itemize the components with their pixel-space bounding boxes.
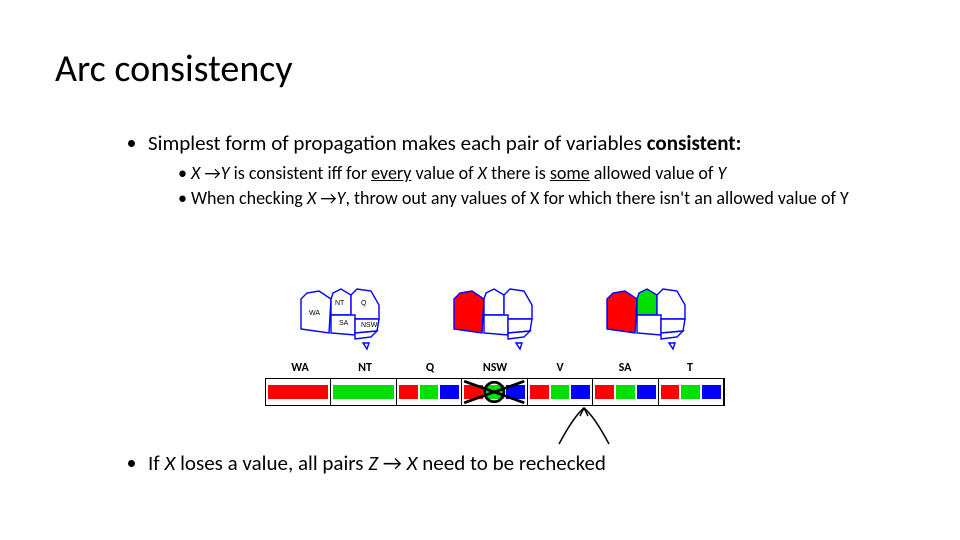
column-label: NSW [466, 361, 524, 375]
color-swatch [464, 385, 483, 399]
column-label: Q [401, 361, 459, 375]
color-swatch [530, 385, 549, 399]
column-labels: WA NT Q NSW V SA T [265, 361, 725, 375]
svg-text:SA: SA [339, 320, 349, 327]
domain-cell-v [528, 379, 593, 405]
sub-bullet-2: When checking X →Y, throw out any values… [178, 187, 868, 210]
australia-map-2 [598, 285, 698, 353]
domain-strip [265, 378, 725, 406]
sub1-y: Y [221, 162, 230, 184]
color-swatch [681, 385, 700, 399]
bullet-1-sublist: X →Y is consistent iff for every value o… [178, 162, 868, 209]
color-swatch [616, 385, 635, 399]
column-label: NT [336, 361, 394, 375]
b3-a: If [148, 450, 164, 476]
bullet-1-text: Simplest form of propagation makes each … [148, 130, 647, 156]
arc-consistency-diagram: WA NT Q SA NSW WA NT Q NSW V SA T [265, 275, 725, 406]
sub1-m3: there is [487, 162, 550, 184]
bullet-1-bold: consistent: [647, 130, 742, 156]
color-swatch [571, 385, 590, 399]
domain-cell-t [659, 379, 724, 405]
sub1-some: some [550, 162, 590, 184]
sub-bullet-1: X →Y is consistent iff for every value o… [178, 162, 868, 185]
color-swatch [333, 385, 393, 399]
color-swatch [506, 385, 525, 399]
color-swatch [595, 385, 614, 399]
sub1-m2: value of [411, 162, 477, 184]
column-label: V [531, 361, 589, 375]
color-swatch [268, 385, 328, 399]
recheck-arrow-icon [549, 406, 619, 446]
sub1-m4: allowed value of [590, 162, 718, 184]
color-swatch [399, 385, 418, 399]
b3-c: need to be rechecked [418, 450, 606, 476]
color-swatch [551, 385, 570, 399]
svg-text:NSW: NSW [361, 322, 378, 329]
color-swatch [420, 385, 439, 399]
color-swatch [485, 385, 504, 399]
australia-map-1 [445, 285, 545, 353]
domain-cell-sa [593, 379, 658, 405]
maps-row: WA NT Q SA NSW [265, 275, 725, 353]
sub2-arrow: → [320, 187, 336, 209]
svg-text:NT: NT [335, 300, 345, 307]
sub1-xx: X [478, 162, 487, 184]
b3-x: X [164, 450, 175, 476]
sub1-m1: is consistent iff for [230, 162, 372, 184]
color-swatch [702, 385, 721, 399]
color-swatch [440, 385, 459, 399]
bullet-3: If X loses a value, all pairs Z → X need… [148, 450, 868, 476]
slide-title: Arc consistency [55, 46, 293, 92]
b3-xx: X [407, 450, 418, 476]
sub2-b: , throw out any values of X for which th… [345, 187, 848, 209]
bullet-1: Simplest form of propagation makes each … [148, 130, 868, 209]
column-label: SA [596, 361, 654, 375]
bullet-bottom-list: If X loses a value, all pairs Z → X need… [130, 450, 868, 482]
column-label: T [661, 361, 719, 375]
domain-cell-nsw [462, 379, 527, 405]
b3-z: Z [368, 450, 383, 476]
column-label: WA [271, 361, 329, 375]
color-swatch [661, 385, 680, 399]
domain-cell-q [397, 379, 462, 405]
domain-cell-nt [331, 379, 396, 405]
sub1-arrow: → [204, 162, 220, 184]
sub1-every: every [371, 162, 411, 184]
sub2-x: X [307, 187, 320, 209]
b3-arrow: → [383, 450, 407, 476]
sub2-a: When checking [191, 187, 307, 209]
svg-text:WA: WA [309, 310, 320, 317]
bullet-list: Simplest form of propagation makes each … [130, 130, 868, 215]
australia-map-0: WA NT Q SA NSW [292, 285, 392, 353]
sub1-x: X [191, 162, 204, 184]
b3-b: loses a value, all pairs [175, 450, 368, 476]
color-swatch [637, 385, 656, 399]
svg-text:Q: Q [361, 300, 367, 307]
sub1-yy: Y [717, 162, 726, 184]
domain-cell-wa [266, 379, 331, 405]
